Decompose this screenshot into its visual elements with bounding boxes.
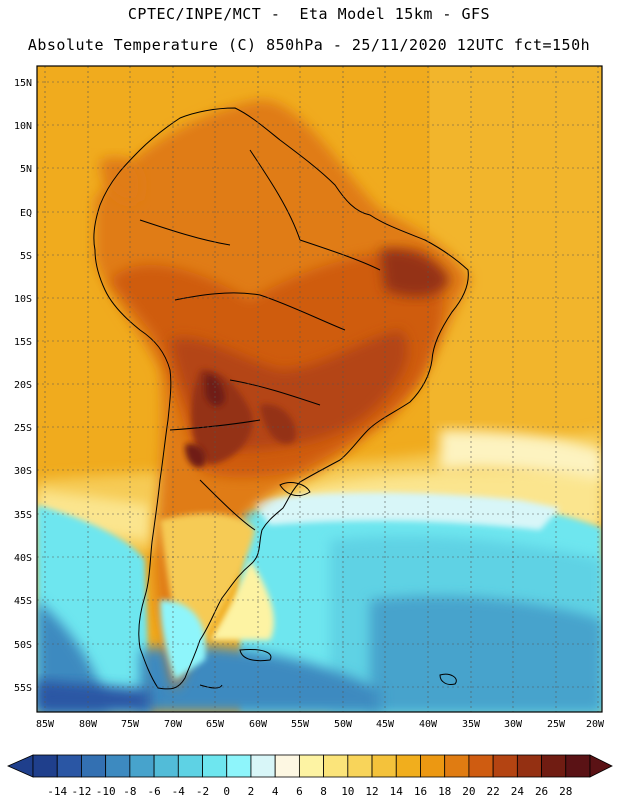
colorbar-swatch [420,754,446,778]
lon-label: 30W [504,719,523,730]
lat-label: 35S [14,510,32,521]
colorbar-label: 0 [223,785,230,798]
lat-label: 15N [14,78,32,89]
colorbar-label: 16 [414,785,427,798]
colorbar-swatch [81,754,107,778]
lon-label: 60W [249,719,268,730]
colorbar-label: 2 [248,785,255,798]
colorbar-label: 26 [535,785,548,798]
lon-label: 70W [164,719,183,730]
colorbar: -14 -12 -10 -8 -6 -4 -2 0 2 4 6 8 10 12 14 16 18 20 22 24 26… [7,754,613,798]
graticule [37,66,602,712]
colorbar-swatch [298,754,325,778]
lat-label: EQ [20,208,32,219]
colorbar-extend-low [7,754,34,778]
lat-label: 5N [20,164,32,175]
colorbar-label: -6 [147,785,160,798]
colorbar-label: 28 [559,785,572,798]
temperature-field [37,66,602,712]
colorbar-swatch [347,754,373,778]
colorbar-swatch [32,754,58,778]
colorbar-label: -14 [47,785,67,798]
colorbar-swatch [129,754,155,778]
colorbar-swatch [153,754,179,778]
colorbar-swatch [323,754,349,778]
lat-label: 55S [14,683,32,694]
colorbar-label: 18 [438,785,451,798]
colorbar-swatch [371,754,397,778]
lon-label: 65W [206,719,225,730]
colorbar-label: 6 [296,785,303,798]
lon-label: 75W [121,719,140,730]
colorbar-swatch [516,754,542,778]
colorbar-label: 12 [365,785,378,798]
colorbar-label: -2 [196,785,209,798]
lat-label: 15S [14,337,32,348]
colorbar-swatch [395,754,421,778]
lon-label: 40W [419,719,438,730]
lat-label: 20S [14,380,32,391]
colorbar-label: 4 [272,785,279,798]
plot-frame [36,65,603,713]
colorbar-label: -4 [172,785,186,798]
colorbar-label: 24 [511,785,525,798]
lon-label: 25W [547,719,566,730]
lon-label: 55W [291,719,310,730]
lon-label: 80W [79,719,98,730]
colorbar-label: -8 [123,785,136,798]
title-line-2: Absolute Temperature (C) 850hPa - 25/11/… [27,36,591,54]
colorbar-label: 8 [320,785,327,798]
colorbar-swatch [250,754,276,778]
colorbar-swatch [177,754,203,778]
lat-label: 25S [14,423,32,434]
colorbar-swatch [202,754,228,778]
colorbar-swatch [444,754,470,778]
colorbar-swatch [56,754,82,778]
colorbar-swatch [105,754,131,778]
colorbar-label: 22 [487,785,500,798]
colorbar-label: -12 [71,785,91,798]
lat-label: 10S [14,294,32,305]
lat-label: 10N [14,121,32,132]
lon-label: 35W [462,719,481,730]
lon-label: 45W [376,719,395,730]
lat-label: 40S [14,553,32,564]
title-line-1: CPTEC/INPE/MCT - Eta Model 15km - GFS [127,5,491,23]
colorbar-swatch [468,754,494,778]
lon-label: 20W [586,719,605,730]
lat-label: 50S [14,640,32,651]
longitude-axis: 85W 80W 75W 70W 65W 60W 55W 50W 45W 40W … [36,719,605,730]
colorbar-swatch [492,754,518,778]
lat-label: 30S [14,466,32,477]
colorbar-swatch [274,754,300,778]
lat-label: 5S [20,251,32,262]
lon-label: 85W [36,719,55,730]
colorbar-extend-high [589,754,613,778]
lat-label: 45S [14,596,32,607]
colorbar-swatch [565,754,591,778]
colorbar-swatch [541,754,567,778]
colorbar-label: 20 [462,785,475,798]
colorbar-label: 10 [341,785,354,798]
colorbar-label: -10 [96,785,116,798]
latitude-axis: 15N 10N 5N EQ 5S 10S 15S 20S 25S 30S 35S… [14,78,32,694]
colorbar-swatch [226,754,252,778]
colorbar-label: 14 [390,785,404,798]
lon-label: 50W [334,719,353,730]
